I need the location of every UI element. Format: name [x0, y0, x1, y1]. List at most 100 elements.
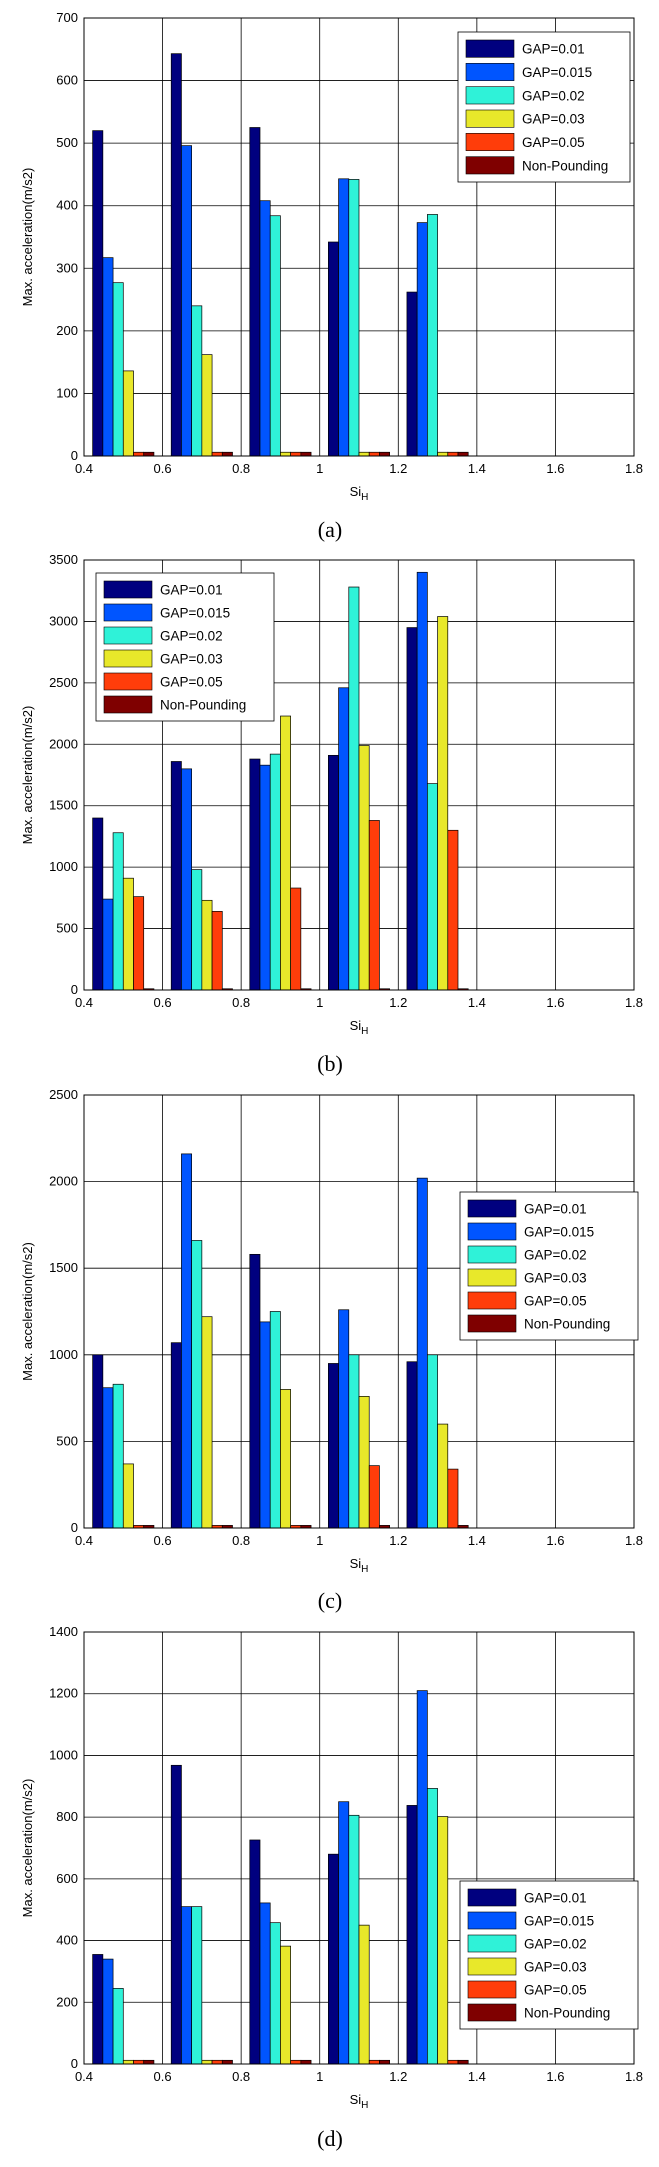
x-tick-label: 0.6 — [154, 1533, 172, 1548]
bar — [427, 1788, 438, 2065]
bar — [102, 898, 114, 991]
x-tick-label: 1.8 — [625, 995, 643, 1010]
y-tick-label: 3000 — [49, 613, 78, 628]
legend-label: GAP=0.03 — [524, 1271, 587, 1286]
legend-swatch — [103, 672, 153, 691]
x-tick-label: 1 — [316, 461, 323, 476]
legend-label: GAP=0.03 — [522, 112, 585, 127]
bar — [368, 1465, 380, 1529]
bar — [358, 1924, 370, 2065]
y-tick-label: 100 — [56, 385, 78, 400]
legend-swatch — [465, 39, 515, 58]
legend-label: GAP=0.02 — [524, 1937, 587, 1952]
bar — [112, 1383, 124, 1529]
legend: GAP=0.01 GAP=0.015 GAP=0.02 GAP=0.03 GAP=0.0… — [459, 1880, 639, 2030]
x-tick-label: 1.6 — [546, 995, 564, 1010]
x-tick-label: 1 — [316, 995, 323, 1010]
bar — [112, 282, 124, 457]
bar — [211, 911, 223, 991]
bar — [259, 1321, 271, 1529]
legend-label: GAP=0.015 — [522, 65, 592, 80]
bar — [348, 1354, 360, 1529]
legend-label: GAP=0.015 — [524, 1914, 594, 1929]
panel-caption: (d) — [317, 2126, 343, 2151]
bar — [368, 2059, 380, 2065]
x-axis-label: SiH — [350, 1018, 369, 1037]
bar — [211, 2059, 223, 2065]
y-tick-label: 400 — [56, 1933, 78, 1948]
panel-caption: (a) — [318, 517, 342, 542]
legend-swatch — [467, 1888, 517, 1907]
bar — [348, 586, 360, 991]
legend-swatch — [467, 1934, 517, 1953]
bar — [191, 1906, 203, 2065]
bar — [368, 820, 380, 991]
x-tick-label: 0.4 — [75, 2069, 93, 2084]
legend-label: GAP=0.02 — [524, 1248, 587, 1263]
bar — [102, 257, 114, 457]
legend-label: Non-Pounding — [524, 1317, 610, 1332]
y-tick-label: 2000 — [49, 1174, 78, 1189]
x-tick-label: 0.6 — [154, 461, 172, 476]
legend-swatch — [465, 133, 515, 151]
bar — [437, 616, 449, 991]
bar — [379, 2059, 390, 2065]
x-tick-label: 1 — [316, 2069, 323, 2084]
bar — [102, 1958, 114, 2065]
legend-swatch — [467, 1291, 517, 1310]
y-axis-label: Max. acceleration(m/s2) — [20, 1242, 35, 1381]
legend-label: GAP=0.015 — [524, 1225, 594, 1240]
bar — [269, 1922, 281, 2065]
bar — [290, 887, 302, 991]
bar — [122, 877, 134, 991]
bar — [191, 1240, 203, 1529]
axes-frame — [83, 1631, 635, 2065]
bar — [92, 1354, 104, 1529]
legend-swatch — [467, 1268, 517, 1287]
bar — [170, 761, 182, 991]
bar — [211, 451, 223, 457]
y-tick-label: 1000 — [49, 1747, 78, 1762]
bar — [170, 1764, 182, 2065]
x-tick-label: 0.4 — [75, 995, 93, 1010]
chart-panel-c: 0.4 0.6 0.8 1 1.2 1.4 1.6 1.8 0 500 1000 1500 2000 25… — [20, 1087, 643, 1613]
x-tick-label: 1.4 — [468, 2069, 486, 2084]
bar — [201, 899, 213, 991]
x-axis-label: SiH — [350, 2092, 369, 2111]
x-tick-label: 0.4 — [75, 1533, 93, 1548]
legend-label: GAP=0.01 — [524, 1202, 587, 1217]
bar — [358, 451, 370, 457]
bar — [143, 2059, 155, 2065]
bar — [221, 451, 233, 457]
axes-frame — [83, 17, 635, 457]
x-tick-label: 1.2 — [389, 995, 407, 1010]
legend-swatch — [465, 156, 515, 175]
y-tick-label: 600 — [56, 1871, 78, 1886]
bar — [437, 1816, 449, 2065]
y-tick-label: 1000 — [49, 859, 78, 874]
legend-label: GAP=0.01 — [160, 583, 223, 598]
bar — [290, 2059, 302, 2065]
bar — [191, 305, 203, 457]
bar — [358, 745, 370, 991]
bar — [338, 178, 350, 457]
bar — [406, 291, 418, 457]
x-tick-label: 1.2 — [389, 461, 407, 476]
y-tick-label: 2500 — [49, 1087, 78, 1102]
bar — [406, 1805, 418, 2065]
bar — [259, 764, 271, 991]
legend-swatch — [103, 626, 153, 645]
bar — [201, 2059, 213, 2065]
bar — [368, 451, 380, 457]
bar — [328, 754, 339, 991]
bar — [348, 1814, 360, 2065]
bar — [201, 1316, 213, 1529]
bar — [92, 130, 104, 457]
bar — [249, 1253, 261, 1529]
x-tick-label: 0.6 — [154, 2069, 172, 2084]
legend-swatch — [467, 2003, 517, 2022]
bar — [249, 127, 261, 457]
axes-frame — [83, 559, 635, 991]
bar — [447, 829, 459, 991]
